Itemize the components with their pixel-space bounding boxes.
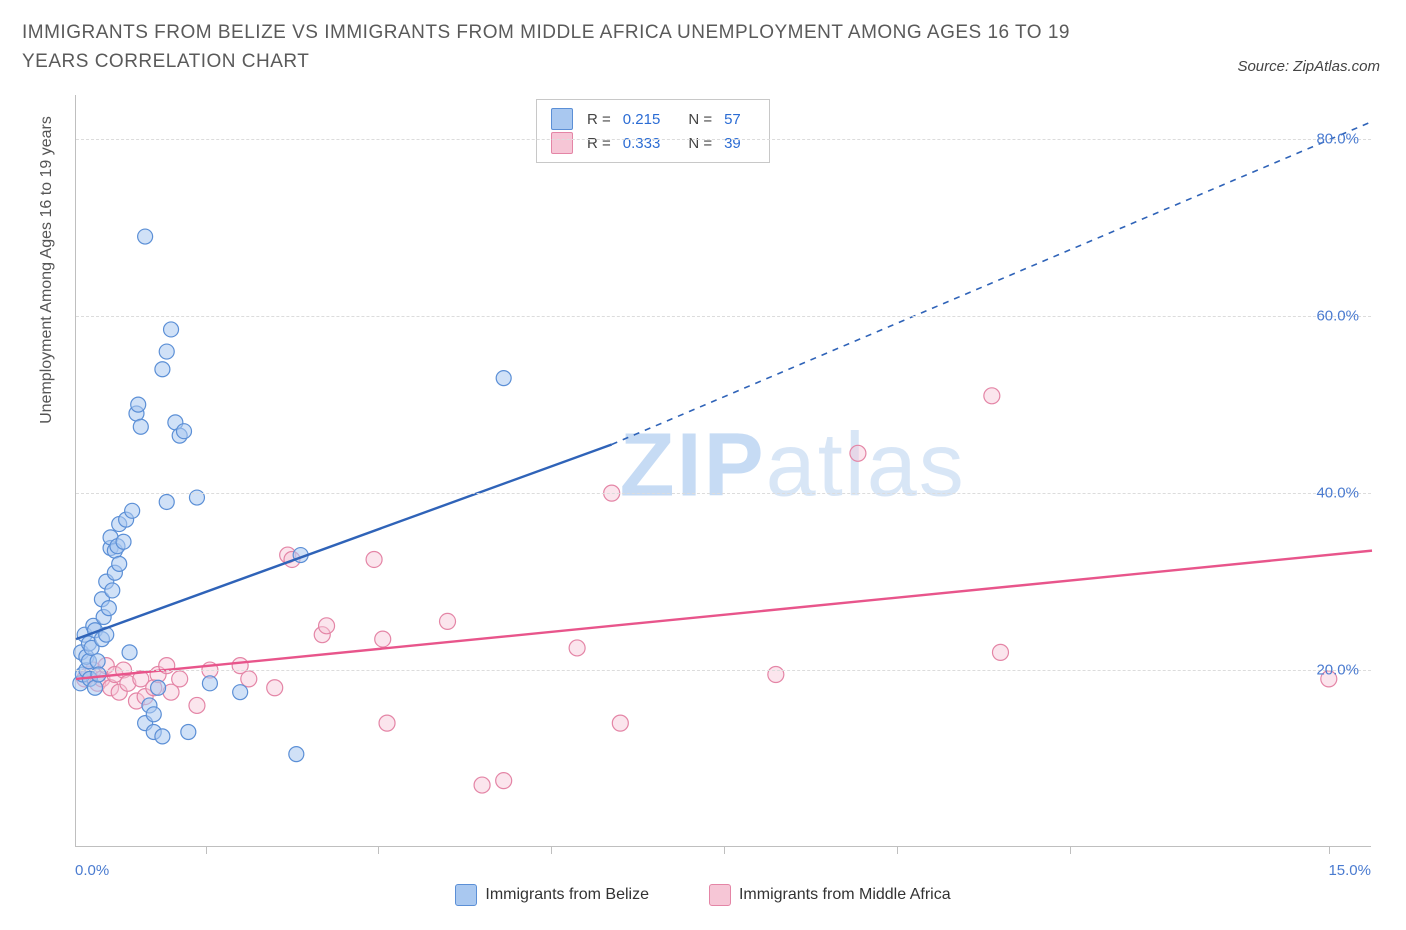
scatter-svg: [76, 95, 1371, 846]
y-tick-label: 20.0%: [1316, 662, 1359, 679]
series-legend: Immigrants from Belize Immigrants from M…: [0, 884, 1406, 906]
y-tick-label: 80.0%: [1316, 131, 1359, 148]
x-tick: [378, 846, 379, 854]
y-tick-label: 60.0%: [1316, 308, 1359, 325]
stats-row-blue: R =0.215 N =57: [551, 108, 755, 130]
x-tick: [206, 846, 207, 854]
source-label: Source: ZipAtlas.com: [1237, 58, 1380, 75]
grid-line: [76, 493, 1371, 494]
x-max-label: 15.0%: [1328, 862, 1371, 879]
legend-label-pink: Immigrants from Middle Africa: [739, 886, 951, 904]
y-tick-label: 40.0%: [1316, 485, 1359, 502]
grid-line: [76, 139, 1371, 140]
grid-line: [76, 670, 1371, 671]
x-tick: [551, 846, 552, 854]
stats-row-pink: R =0.333 N =39: [551, 132, 755, 154]
legend-label-blue: Immigrants from Belize: [485, 886, 649, 904]
x-tick: [897, 846, 898, 854]
legend-item-blue: Immigrants from Belize: [455, 884, 649, 906]
plot-area: ZIPatlas R =0.215 N =57 R =0.333 N =39 2…: [75, 95, 1371, 847]
chart-title: IMMIGRANTS FROM BELIZE VS IMMIGRANTS FRO…: [22, 18, 1142, 77]
x-tick: [1070, 846, 1071, 854]
stats-legend: R =0.215 N =57 R =0.333 N =39: [536, 99, 770, 163]
swatch-pink-icon: [709, 884, 731, 906]
x-tick: [1329, 846, 1330, 854]
swatch-blue-icon: [455, 884, 477, 906]
x-tick: [724, 846, 725, 854]
y-axis-label: Unemployment Among Ages 16 to 19 years: [38, 70, 56, 470]
grid-line: [76, 316, 1371, 317]
swatch-blue: [551, 108, 573, 130]
x-min-label: 0.0%: [75, 862, 109, 879]
legend-item-pink: Immigrants from Middle Africa: [709, 884, 951, 906]
swatch-pink: [551, 132, 573, 154]
